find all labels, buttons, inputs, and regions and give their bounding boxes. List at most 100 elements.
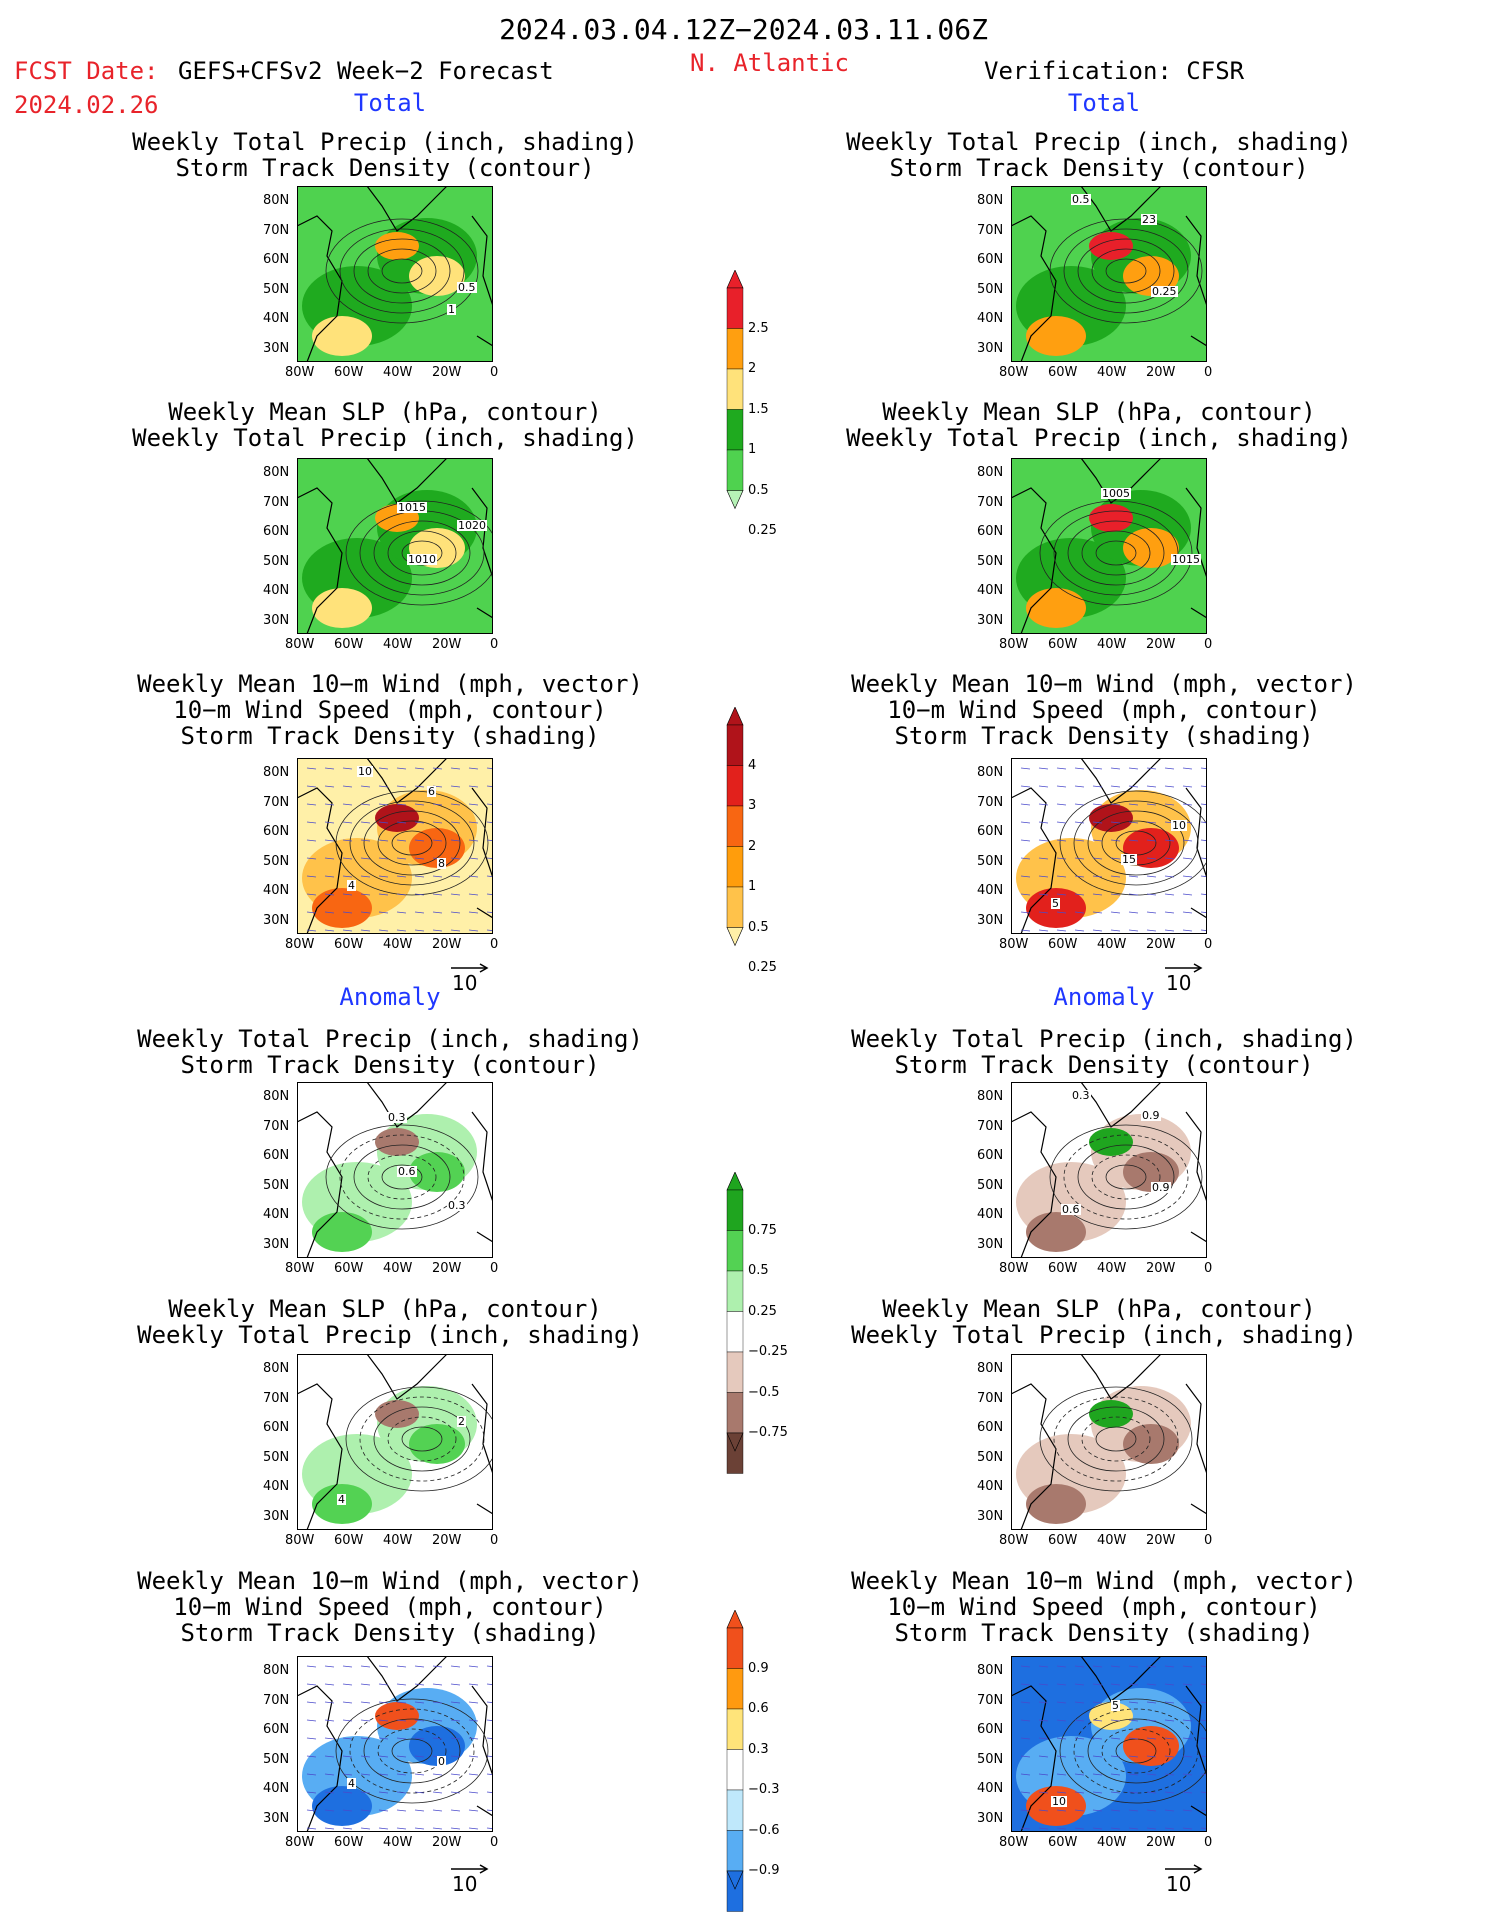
wind-vector — [432, 875, 443, 878]
latitude-tick-label: 60N — [263, 524, 290, 539]
wind-vector — [1092, 1737, 1103, 1740]
wind-vector — [1128, 767, 1139, 770]
wind-vector — [1110, 803, 1121, 806]
wind-vector — [1128, 1719, 1139, 1722]
colorbar-bottom-arrow — [726, 927, 744, 947]
wind-vector — [360, 929, 371, 932]
wind-vector — [1200, 1791, 1207, 1794]
wind-vector — [1182, 785, 1193, 788]
contour-line — [1039, 1386, 1193, 1492]
colorbar-track-anom: 0.9 0.6 0.3 −0.3 −0.6 −0.9 — [726, 1610, 780, 1930]
wind-vector — [414, 1737, 425, 1740]
wind-vector — [1092, 821, 1103, 824]
wind-vector — [396, 1737, 407, 1740]
wind-vector — [432, 1809, 443, 1812]
wind-vector — [1092, 803, 1103, 806]
wind-vector — [396, 1701, 407, 1704]
wind-vector — [468, 1827, 479, 1830]
wind-vector — [342, 1773, 353, 1776]
longitude-tick-label: 40W — [1097, 1533, 1127, 1548]
wind-vector — [378, 1827, 389, 1830]
wind-vector — [1020, 767, 1031, 770]
wind-vector — [396, 1773, 407, 1776]
wind-vector — [1092, 1665, 1103, 1668]
colorbar-segment — [726, 449, 744, 491]
wind-vector — [1074, 929, 1085, 932]
wind-vector — [378, 821, 389, 824]
wind-vector — [1164, 1701, 1175, 1704]
wind-vector — [1182, 911, 1193, 914]
colorbar-tick-label: 4 — [748, 757, 757, 773]
wind-vector — [1110, 1719, 1121, 1722]
wind-vector — [1020, 839, 1031, 842]
panel-title: Storm Track Density (shading) — [180, 722, 600, 750]
wind-vector — [1038, 929, 1049, 932]
coastline — [297, 1354, 493, 1530]
wind-vector — [1074, 1737, 1085, 1740]
wind-vector — [360, 821, 371, 824]
map-plot — [297, 186, 493, 362]
wind-vector — [486, 1773, 493, 1776]
section-anomaly-right: Anomaly — [1053, 983, 1155, 1011]
contour-line — [1067, 520, 1165, 586]
latitude-tick-label: 40N — [263, 311, 290, 326]
wind-vector — [432, 839, 443, 842]
contour-line — [1039, 500, 1193, 606]
wind-vector — [342, 875, 353, 878]
wind-vector — [1182, 1809, 1193, 1812]
contour-line — [401, 540, 443, 566]
wind-vector — [396, 1683, 407, 1686]
wind-vector — [1164, 785, 1175, 788]
wind-vector — [1146, 1701, 1157, 1704]
map-panel-p12: 10 5 80N 70N 60N 50N 40N 30N 80W 60W 40W 20W 0 — [977, 1656, 1212, 1849]
contour-line — [1095, 540, 1137, 566]
map-panel-p4: 1015 1005 80N 70N 60N 50N 40N 30N 80W 60W 40W 20W 0 — [977, 458, 1212, 651]
colorbar-tick-label: 0.5 — [748, 919, 769, 935]
longitude-tick-label: 60W — [334, 1533, 364, 1548]
wind-vector — [432, 893, 443, 896]
latitude-tick-label: 60N — [263, 824, 290, 839]
wind-vector — [1128, 1701, 1139, 1704]
wind-vector — [1200, 1773, 1207, 1776]
wind-vector — [306, 767, 317, 770]
panel-title: Weekly Total Precip (inch, shading) — [137, 1025, 643, 1053]
wind-vector — [324, 1755, 335, 1758]
wind-vector — [378, 875, 389, 878]
latitude-tick-label: 60N — [263, 252, 290, 267]
contour-label: 8 — [437, 857, 446, 870]
map-panel-p3: 1015 1010 1020 80N 70N 60N 50N 40N 30N 80W 60W 40W 2… — [263, 458, 498, 651]
wind-vector — [324, 839, 335, 842]
wind-vector — [306, 875, 317, 878]
wind-vector — [1092, 839, 1103, 842]
latitude-tick-label: 80N — [977, 1663, 1004, 1678]
wind-vector — [1074, 803, 1085, 806]
wind-vector — [450, 785, 461, 788]
latitude-tick-label: 80N — [263, 765, 290, 780]
longitude-tick-label: 60W — [1048, 1261, 1078, 1276]
latitude-tick-label: 60N — [977, 824, 1004, 839]
wind-vector — [360, 1791, 371, 1794]
forecast-period-title: 2024.03.04.12Z−2024.03.11.06Z — [499, 13, 988, 46]
map-frame — [297, 758, 493, 934]
wind-vector — [432, 821, 443, 824]
wind-vector — [468, 893, 479, 896]
wind-vector — [1182, 875, 1193, 878]
wind-vector — [1146, 821, 1157, 824]
contour-label: 4 — [337, 1493, 346, 1506]
latitude-tick-label: 80N — [263, 1663, 290, 1678]
wind-vector — [468, 767, 479, 770]
wind-vector — [1128, 1773, 1139, 1776]
wind-vector — [342, 893, 353, 896]
latitude-tick-label: 30N — [977, 612, 1004, 628]
panel-title: 10−m Wind Speed (mph, contour) — [173, 1593, 607, 1621]
longitude-tick-label: 20W — [432, 937, 462, 952]
map-panel-p7: 0.3 0.6 0.3 80N 70N 60N 50N 40N 30N 80W 60W 40W 20W 0 — [263, 1082, 498, 1275]
colorbar-segment — [726, 368, 744, 410]
wind-vector — [1038, 1755, 1049, 1758]
wind-vector — [468, 1701, 479, 1704]
wind-vector — [486, 821, 493, 824]
wind-vector — [1128, 1737, 1139, 1740]
contour-line — [345, 1386, 493, 1492]
wind-vector — [450, 893, 461, 896]
wind-vector — [468, 1791, 479, 1794]
